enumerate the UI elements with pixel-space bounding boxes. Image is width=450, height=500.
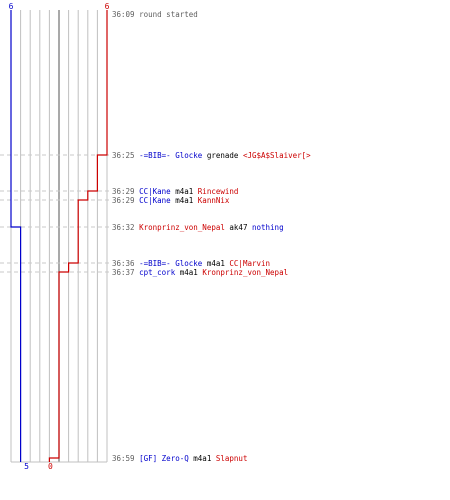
event-killer: cpt_cork (139, 268, 176, 277)
event-killer: Kronprinz_von_Nepal (139, 223, 225, 232)
event-time: 36:29 (112, 196, 135, 205)
team-a-start-label: 6 (9, 2, 14, 11)
event-time: 36:09 (112, 10, 135, 19)
event-row: 36:59 [GF] Zero-Q m4a1 Slapnut (112, 454, 247, 463)
event-row: 36:36 -=BIB=- Glocke m4a1 CC|Marvin (112, 259, 270, 268)
event-weapon: m4a1 (193, 454, 211, 463)
event-killer: -=BIB=- Glocke (139, 151, 203, 160)
event-killer: CC|Kane (139, 187, 171, 196)
event-victim: KannNix (198, 196, 230, 205)
event-weapon: ak47 (229, 223, 247, 232)
count-labels: 6 6 5 0 (9, 2, 110, 471)
team_a-step-line (10, 10, 22, 462)
event-killer: -=BIB=- Glocke (139, 259, 203, 268)
event-weapon: m4a1 (207, 259, 225, 268)
event-victim: <JG$A$Slaiver[> (243, 151, 311, 160)
team-b-start-label: 6 (105, 2, 110, 11)
event-note: round started (139, 10, 198, 19)
event-time: 36:36 (112, 259, 135, 268)
event-time: 36:25 (112, 151, 135, 160)
team_b-step-line (48, 10, 108, 462)
event-guide-lines (0, 154, 110, 273)
event-weapon: m4a1 (180, 268, 198, 277)
event-row: 36:37 cpt_cork m4a1 Kronprinz_von_Nepal (112, 268, 288, 277)
event-row: 36:29 CC|Kane m4a1 Rincewind (112, 187, 238, 196)
event-row: 36:09 round started (112, 10, 198, 19)
event-weapon: m4a1 (175, 196, 193, 205)
event-victim: nothing (252, 223, 284, 232)
event-killer: [GF] Zero-Q (139, 454, 189, 463)
event-weapon: grenade (207, 151, 239, 160)
event-row: 36:25 -=BIB=- Glocke grenade <JG$A$Slaiv… (112, 151, 311, 160)
event-time: 36:37 (112, 268, 135, 277)
team-b-end-label: 0 (48, 462, 53, 471)
event-victim: CC|Marvin (229, 259, 270, 268)
event-log: 36:09 round started 36:25 -=BIB=- Glocke … (112, 10, 311, 463)
event-row: 36:29 CC|Kane m4a1 KannNix (112, 196, 230, 205)
team-a-end-label: 5 (24, 462, 29, 471)
event-time: 36:59 (112, 454, 135, 463)
event-killer: CC|Kane (139, 196, 171, 205)
series-layer (10, 10, 108, 462)
event-victim: Slapnut (216, 454, 248, 463)
event-time: 36:32 (112, 223, 135, 232)
event-victim: Rincewind (198, 187, 239, 196)
event-victim: Kronprinz_von_Nepal (202, 268, 288, 277)
event-row: 36:32 Kronprinz_von_Nepal ak47 nothing (112, 223, 284, 232)
event-weapon: m4a1 (175, 187, 193, 196)
event-time: 36:29 (112, 187, 135, 196)
